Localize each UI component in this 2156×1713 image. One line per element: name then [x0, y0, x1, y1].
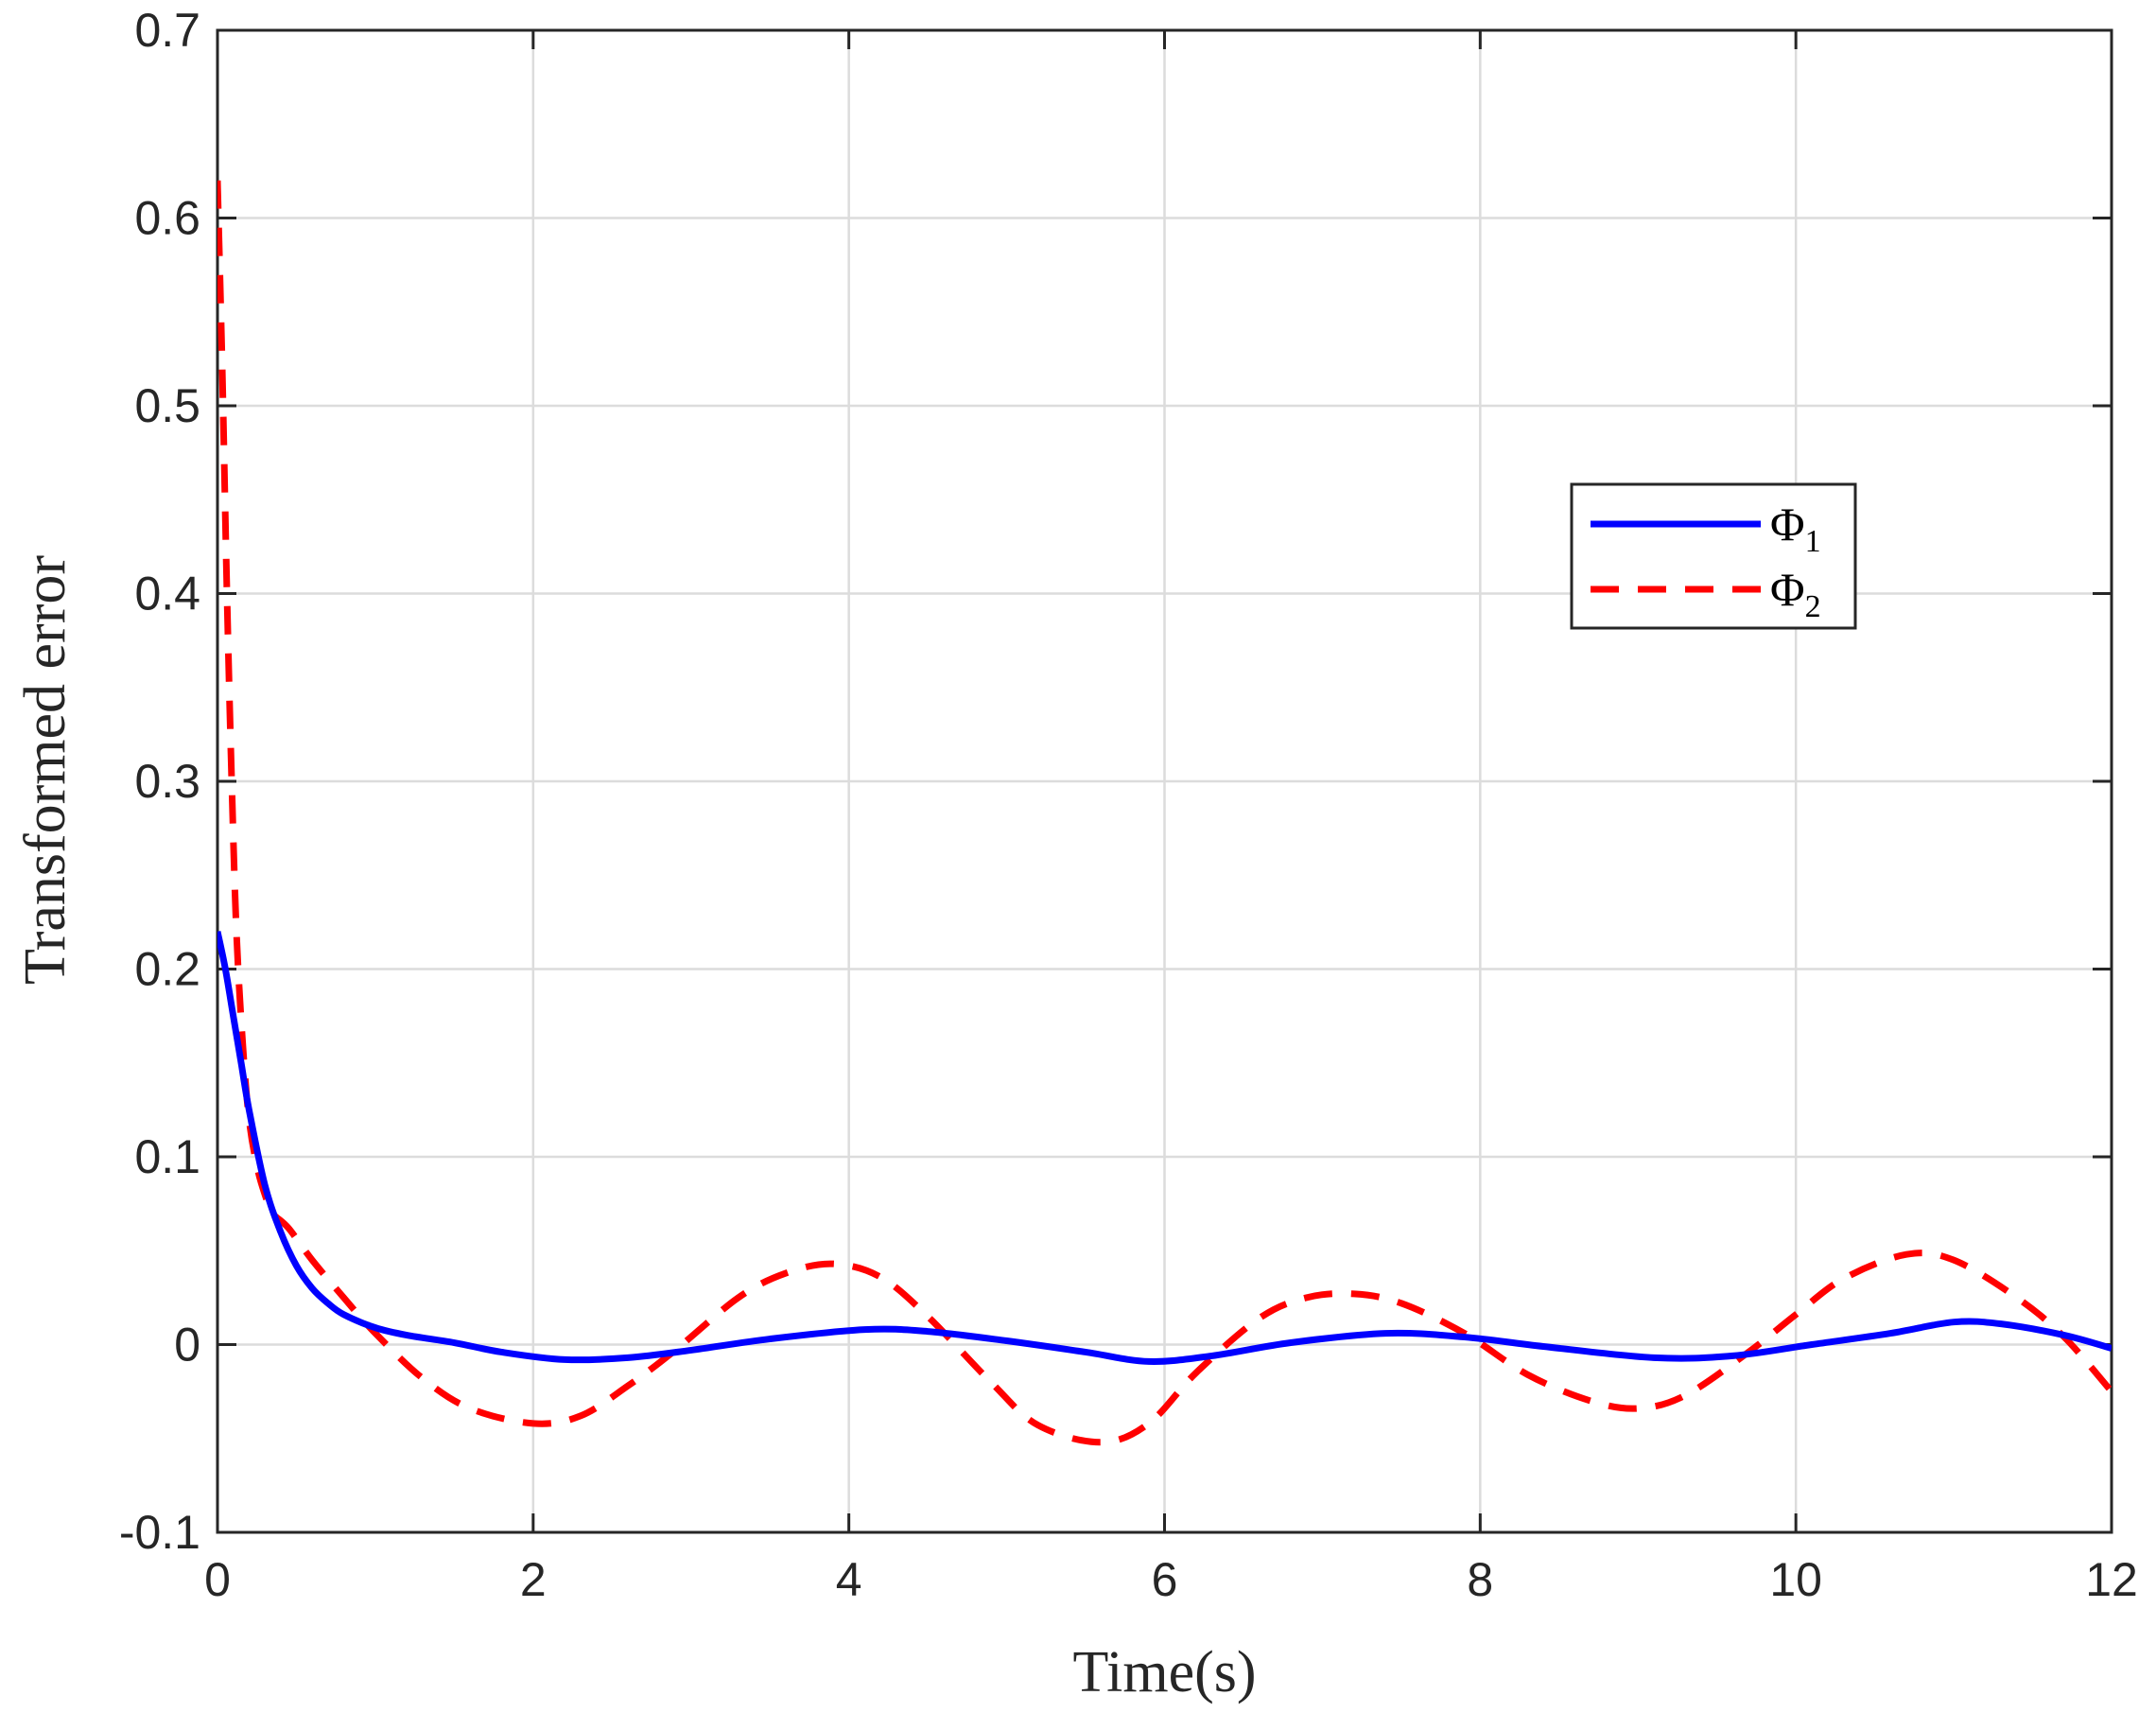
x-tick-label: 12	[2085, 1553, 2138, 1606]
x-tick-label: 4	[836, 1553, 862, 1606]
x-tick-label: 8	[1467, 1553, 1493, 1606]
x-axis-label: Time(s)	[1072, 1640, 1256, 1704]
y-axis-label: Transformed error	[13, 555, 78, 985]
y-tick-label: -0.1	[119, 1506, 200, 1559]
y-tick-label: 0.3	[134, 755, 200, 808]
y-tick-label: 0.4	[134, 568, 200, 621]
x-tick-label: 2	[520, 1553, 547, 1606]
series-line-1	[217, 931, 2112, 1365]
legend-label-2: Φ2	[1770, 563, 1821, 624]
series-group	[217, 180, 2112, 1446]
legend-label-symbol: Φ	[1770, 498, 1805, 551]
x-tick-label: 0	[204, 1553, 231, 1606]
y-tick-label: 0.6	[134, 192, 200, 245]
y-tick-label: 0.5	[134, 379, 200, 432]
axis-ticks: 0 2 4 6 8 10 12-0.100.10.20.30.40.50.60.7	[119, 4, 2138, 1606]
legend-label-symbol: Φ	[1770, 563, 1805, 616]
y-tick-label: 0.7	[134, 4, 200, 57]
legend-box	[1570, 482, 1857, 630]
y-tick-label: 0.2	[134, 943, 200, 996]
legend-label-1: Φ1	[1770, 498, 1821, 559]
y-tick-label: 0.1	[134, 1130, 200, 1183]
legend-label-subscript: 2	[1805, 589, 1821, 624]
x-tick-label: 10	[1769, 1553, 1822, 1606]
legend-label-subscript: 1	[1805, 524, 1821, 559]
x-tick-label: 6	[1152, 1553, 1178, 1606]
y-tick-label: 0	[174, 1319, 200, 1372]
